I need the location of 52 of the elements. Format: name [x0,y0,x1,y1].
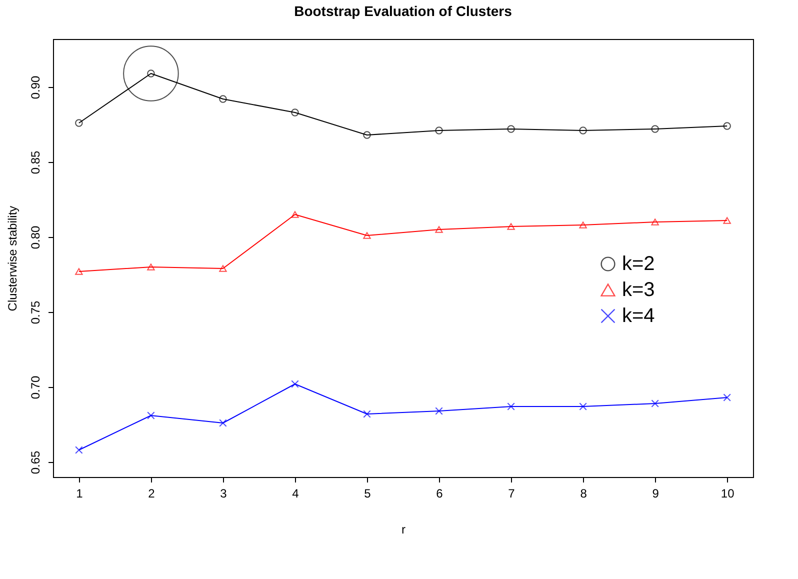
point [507,223,515,230]
point [147,412,155,420]
legend-label: k=2 [622,253,655,275]
y-tick-label: 0.85 [28,150,42,174]
legend-label: k=3 [622,279,655,301]
point [507,402,515,410]
point [363,410,371,418]
point [723,217,731,224]
point [147,70,155,78]
x-tick-label: 2 [148,486,156,500]
point [147,264,155,270]
point [579,126,587,134]
y-tick-label: 0.65 [28,450,42,474]
point [219,419,227,427]
x-tick-label: 1 [76,486,84,500]
x-tick-label: 3 [220,486,228,500]
x-tick-label: 5 [364,486,372,500]
point [363,232,371,239]
point [579,402,587,410]
point [291,211,299,218]
point [219,95,227,103]
x-tick-label: 10 [720,486,735,500]
point [219,265,227,272]
point [723,122,731,130]
point [651,218,659,226]
legend-label: k=4 [622,305,655,327]
point [651,400,659,408]
x-tick-label: 6 [436,486,444,500]
point [579,222,587,228]
chart-title: Bootstrap Evaluation of Clusters [294,3,512,19]
point [75,446,83,454]
point [75,268,83,275]
point [291,380,299,388]
point [723,394,731,402]
point [291,108,299,116]
point [651,125,659,133]
point [75,119,83,127]
point [435,226,443,233]
y-tick-label: 0.80 [28,226,42,250]
x-tick-label: 7 [508,486,516,500]
x-tick-label: 8 [580,486,588,500]
y-tick-label: 0.70 [28,376,42,400]
x-tick-label: 9 [652,486,660,500]
x-axis-title: r [402,522,406,536]
x-tick-label: 4 [292,486,300,500]
point [435,126,443,134]
point [363,131,371,139]
y-axis-title: Clusterwise stability [6,206,20,312]
y-tick-label: 0.75 [28,300,42,324]
y-tick-label: 0.90 [28,76,42,100]
point [507,125,515,133]
point [435,407,443,415]
